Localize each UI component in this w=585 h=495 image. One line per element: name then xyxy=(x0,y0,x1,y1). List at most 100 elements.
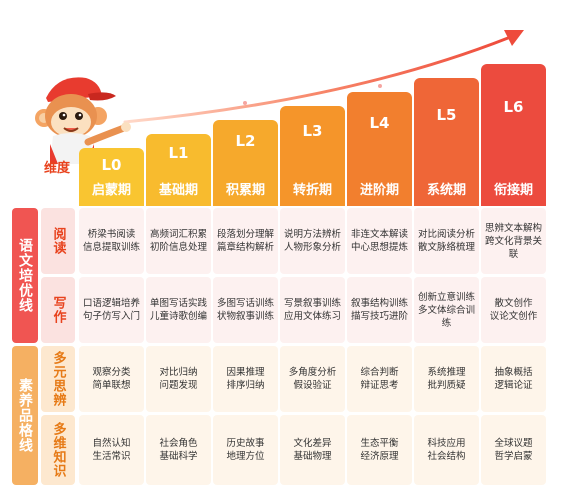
grid-cell: 单图写话实践 儿童诗歌创编 xyxy=(146,277,211,343)
level-name: 进阶期 xyxy=(359,183,399,198)
cell-line: 创新立意训练 xyxy=(417,291,475,303)
grid-cell: 生态平衡 经济原理 xyxy=(347,415,412,485)
grid-cell: 科技应用 社会结构 xyxy=(414,415,479,485)
grid-cell: 系统推理 批判质疑 xyxy=(414,346,479,412)
cell-line: 单图写话实践 xyxy=(149,298,207,309)
growth-arrow xyxy=(123,30,524,124)
cell-line: 地理方位 xyxy=(226,451,265,462)
category-chinese-line: 语文培优线 xyxy=(12,208,38,343)
cell-line: 议论文创作 xyxy=(489,311,538,322)
cell-line: 社会角色 xyxy=(159,438,198,449)
cell-line: 中心思想提炼 xyxy=(350,242,408,253)
cell-line: 写景叙事训练 xyxy=(283,298,341,309)
grid-cell: 因果推理 排序归纳 xyxy=(213,346,278,412)
cell-line: 对比阅读分析 xyxy=(417,229,475,240)
cell-line: 跨文化背景关联 xyxy=(484,235,542,260)
cell-line: 对比归纳 xyxy=(159,367,198,378)
cell-line: 综合判断 xyxy=(360,367,399,378)
row-label: 写作 xyxy=(41,277,75,343)
cell-line: 简单联想 xyxy=(92,380,131,391)
cell-line: 生态平衡 xyxy=(360,438,399,449)
cell-line: 段落划分理解 xyxy=(216,229,274,240)
cell-line: 高频词汇积累 xyxy=(149,229,207,240)
grid-cell: 自然认知 生活常识 xyxy=(79,415,144,485)
level-code: L4 xyxy=(369,114,390,132)
cell-line: 科技应用 xyxy=(427,438,466,449)
cell-line: 假设验证 xyxy=(293,380,332,391)
cell-line: 观察分类 xyxy=(92,367,131,378)
level-step-l6: L6 衔接期 xyxy=(481,64,546,206)
cell-line: 基础科学 xyxy=(159,451,198,462)
cell-line: 问题发现 xyxy=(159,380,198,391)
grid-cell: 散文创作 议论文创作 xyxy=(481,277,546,343)
grid-cell: 创新立意训练 多文体综合训练 xyxy=(414,277,479,343)
level-name: 系统期 xyxy=(426,183,466,198)
level-name: 基础期 xyxy=(158,183,198,198)
level-step-l4: L4 进阶期 xyxy=(347,92,412,206)
cell-line: 多文体综合训练 xyxy=(417,304,475,329)
cell-line: 历史故事 xyxy=(226,438,265,449)
cell-line: 状物叙事训练 xyxy=(216,311,274,322)
level-step-l0: L0 启蒙期 xyxy=(79,148,144,206)
level-code: L0 xyxy=(101,156,122,174)
row-label: 多元思辨 xyxy=(41,346,75,412)
level-name: 启蒙期 xyxy=(91,183,131,198)
level-name: 转折期 xyxy=(292,183,332,198)
cell-line: 说明方法辨析 xyxy=(283,229,341,240)
cell-line: 因果推理 xyxy=(226,367,265,378)
grid-cell: 多角度分析 假设验证 xyxy=(280,346,345,412)
cell-line: 句子仿写入门 xyxy=(82,311,140,322)
dimension-header: 维度 xyxy=(43,161,70,176)
cell-line: 生活常识 xyxy=(92,451,131,462)
cell-line: 非连文本解读 xyxy=(350,229,408,240)
cell-line: 系统推理 xyxy=(427,367,466,378)
cell-line: 哲学启蒙 xyxy=(494,451,533,462)
cell-line: 批判质疑 xyxy=(427,380,466,391)
grid-cell: 写景叙事训练 应用文体练习 xyxy=(280,277,345,343)
grid-cell: 历史故事 地理方位 xyxy=(213,415,278,485)
row-label: 阅读 xyxy=(41,208,75,274)
row-label: 多维知识 xyxy=(41,415,75,485)
cell-line: 人物形象分析 xyxy=(283,242,341,253)
cell-line: 多角度分析 xyxy=(288,367,337,378)
grid-cell: 抽象概括 逻辑论证 xyxy=(481,346,546,412)
cell-line: 叙事结构训练 xyxy=(350,298,408,309)
level-step-l3: L3 转折期 xyxy=(280,106,345,206)
cell-line: 辩证思考 xyxy=(360,380,399,391)
level-code: L2 xyxy=(235,132,256,150)
cell-line: 逻辑论证 xyxy=(494,380,533,391)
grid-cell: 叙事结构训练 描写技巧进阶 xyxy=(347,277,412,343)
grid-cell: 段落划分理解 篇章结构解析 xyxy=(213,208,278,274)
cell-line: 信息提取训练 xyxy=(82,242,140,253)
cell-line: 经济原理 xyxy=(360,451,399,462)
grid-cell: 非连文本解读 中心思想提炼 xyxy=(347,208,412,274)
monkey-mascot-icon xyxy=(35,77,131,164)
cell-line: 散文脉络梳理 xyxy=(417,242,475,253)
level-code: L1 xyxy=(168,144,189,162)
cell-line: 文化差异 xyxy=(293,438,332,449)
grid-cell: 多图写话训练 状物叙事训练 xyxy=(213,277,278,343)
cell-line: 散文创作 xyxy=(494,298,533,309)
cell-line: 初阶信息处理 xyxy=(149,242,207,253)
grid-cell: 桥梁书阅读 信息提取训练 xyxy=(79,208,144,274)
grid-cell: 社会角色 基础科学 xyxy=(146,415,211,485)
cell-line: 描写技巧进阶 xyxy=(350,311,408,322)
cell-line: 多图写话训练 xyxy=(216,298,274,309)
level-step-l1: L1 基础期 xyxy=(146,134,211,206)
level-code: L3 xyxy=(302,122,323,140)
cell-line: 抽象概括 xyxy=(494,367,533,378)
grid-cell: 全球议题 哲学启蒙 xyxy=(481,415,546,485)
grid-cell: 对比阅读分析 散文脉络梳理 xyxy=(414,208,479,274)
grid-cell: 文化差异 基础物理 xyxy=(280,415,345,485)
grid-cell: 观察分类 简单联想 xyxy=(79,346,144,412)
cell-line: 篇章结构解析 xyxy=(216,242,274,253)
cell-line: 应用文体练习 xyxy=(283,311,341,322)
cell-line: 自然认知 xyxy=(92,438,131,449)
cell-line: 社会结构 xyxy=(427,451,466,462)
cell-line: 口语逻辑培养 xyxy=(82,298,140,309)
grid-cell: 对比归纳 问题发现 xyxy=(146,346,211,412)
grid-cell: 说明方法辨析 人物形象分析 xyxy=(280,208,345,274)
level-name: 积累期 xyxy=(225,183,265,198)
cell-line: 思辨文本解构 xyxy=(484,222,542,234)
